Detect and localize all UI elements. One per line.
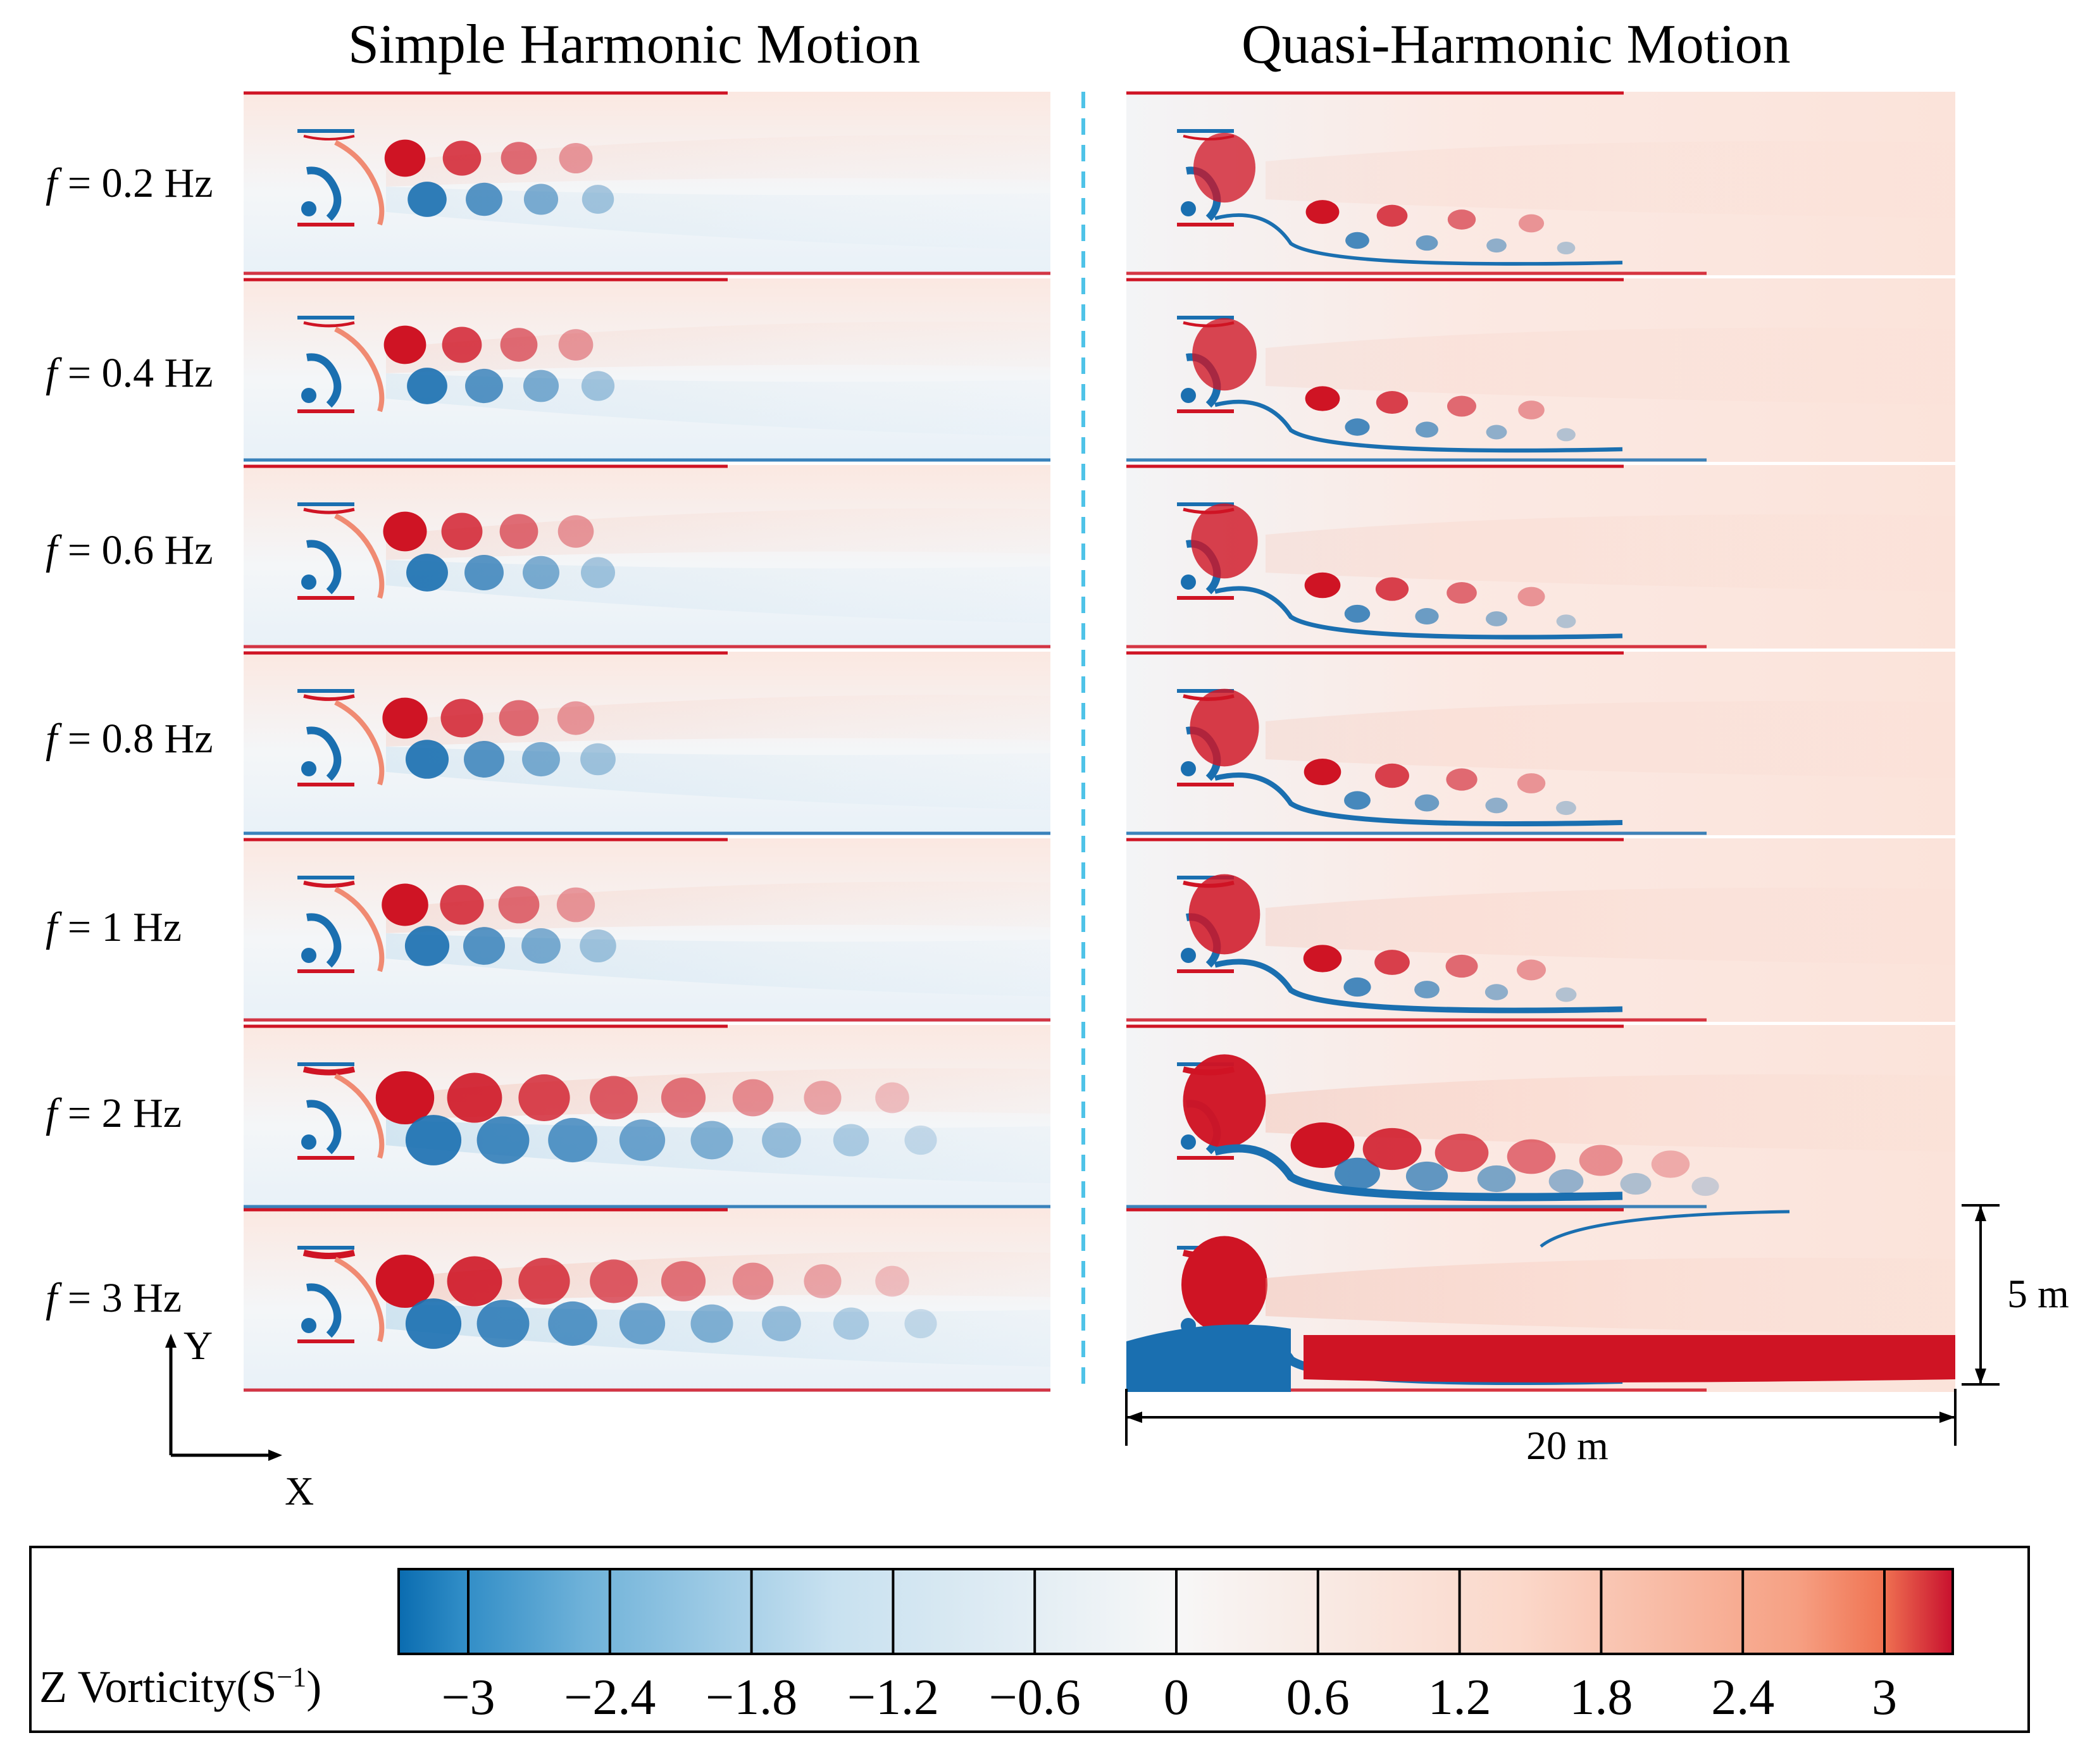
colorbar-tick-8: 1.8 [1569, 1670, 1633, 1725]
row-label-0: f = 0.2 Hz [46, 160, 213, 206]
vorticity-field-panels [244, 91, 1955, 1392]
colorbar-title: Z Vorticity(S−1) [39, 1662, 322, 1712]
y-arrow-icon [165, 1334, 177, 1348]
panel-R-2 [1126, 464, 1955, 649]
panel-L-2 [244, 464, 1050, 649]
colorbar-tick-3: −1.2 [847, 1670, 939, 1725]
dim-arrow-down-icon [1975, 1369, 1986, 1384]
row-label-3: f = 0.8 Hz [46, 716, 213, 762]
dim-arrow-left-icon [1126, 1412, 1142, 1423]
panel-L-4 [244, 838, 1050, 1022]
panel-L-0 [244, 91, 1050, 275]
colorbar-tick-6: 0.6 [1286, 1670, 1350, 1725]
colorbar-tick-4: −0.6 [988, 1670, 1081, 1725]
dim-arrow-right-icon [1939, 1412, 1955, 1423]
width-dimension-label: 20 m [1526, 1423, 1609, 1468]
colorbar-tick-5: 0 [1164, 1670, 1189, 1725]
colorbar-tick-10: 3 [1872, 1670, 1897, 1725]
panel-R-5 [1126, 1024, 1955, 1208]
dim-arrow-up-icon [1975, 1205, 1986, 1221]
panel-L-3 [244, 651, 1050, 835]
colorbar-tick-7: 1.2 [1428, 1670, 1491, 1725]
right-column-title: Quasi-Harmonic Motion [1242, 14, 1791, 75]
row-label-2: f = 0.6 Hz [46, 527, 213, 573]
panel-R-0 [1126, 91, 1955, 275]
panel-R-3 [1126, 651, 1955, 835]
left-column-title: Simple Harmonic Motion [348, 14, 921, 75]
row-label-1: f = 0.4 Hz [46, 350, 213, 396]
colorbar-frame [29, 1546, 2030, 1733]
x-arrow-icon [268, 1450, 282, 1461]
panel-L-6 [244, 1208, 1050, 1392]
row-label-4: f = 1 Hz [46, 904, 182, 950]
y-axis-label: Y [184, 1323, 213, 1368]
panel-L-1 [244, 278, 1050, 462]
row-label-6: f = 3 Hz [46, 1275, 182, 1321]
x-axis-label: X [285, 1469, 314, 1513]
panel-R-1 [1126, 278, 1955, 462]
colorbar-tick-1: −2.4 [564, 1670, 656, 1725]
height-dimension-label: 5 m [2007, 1271, 2069, 1316]
panel-R-6 [1126, 1208, 1955, 1392]
colorbar-tick-9: 2.4 [1711, 1670, 1775, 1725]
panel-R-4 [1126, 838, 1955, 1022]
dimension-markers [1125, 1204, 2000, 1446]
colorbar-tick-0: −3 [441, 1670, 495, 1725]
panel-L-5 [244, 1024, 1050, 1208]
row-label-5: f = 2 Hz [46, 1090, 182, 1136]
colorbar-tick-2: −1.8 [706, 1670, 798, 1725]
axis-indicator [165, 1334, 282, 1461]
